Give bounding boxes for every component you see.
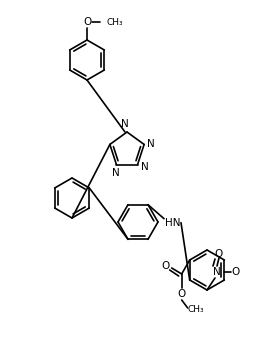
Text: O: O bbox=[215, 249, 223, 259]
Text: O: O bbox=[161, 261, 170, 271]
Text: N: N bbox=[147, 139, 155, 149]
Text: N: N bbox=[112, 168, 119, 178]
Text: N: N bbox=[121, 119, 129, 129]
Text: CH₃: CH₃ bbox=[187, 305, 204, 314]
Text: O: O bbox=[232, 267, 240, 277]
Text: HN: HN bbox=[165, 218, 181, 228]
Text: CH₃: CH₃ bbox=[107, 18, 124, 26]
Text: O: O bbox=[178, 289, 186, 299]
Text: N: N bbox=[213, 267, 221, 277]
Text: O: O bbox=[83, 17, 91, 27]
Text: N: N bbox=[141, 161, 149, 171]
